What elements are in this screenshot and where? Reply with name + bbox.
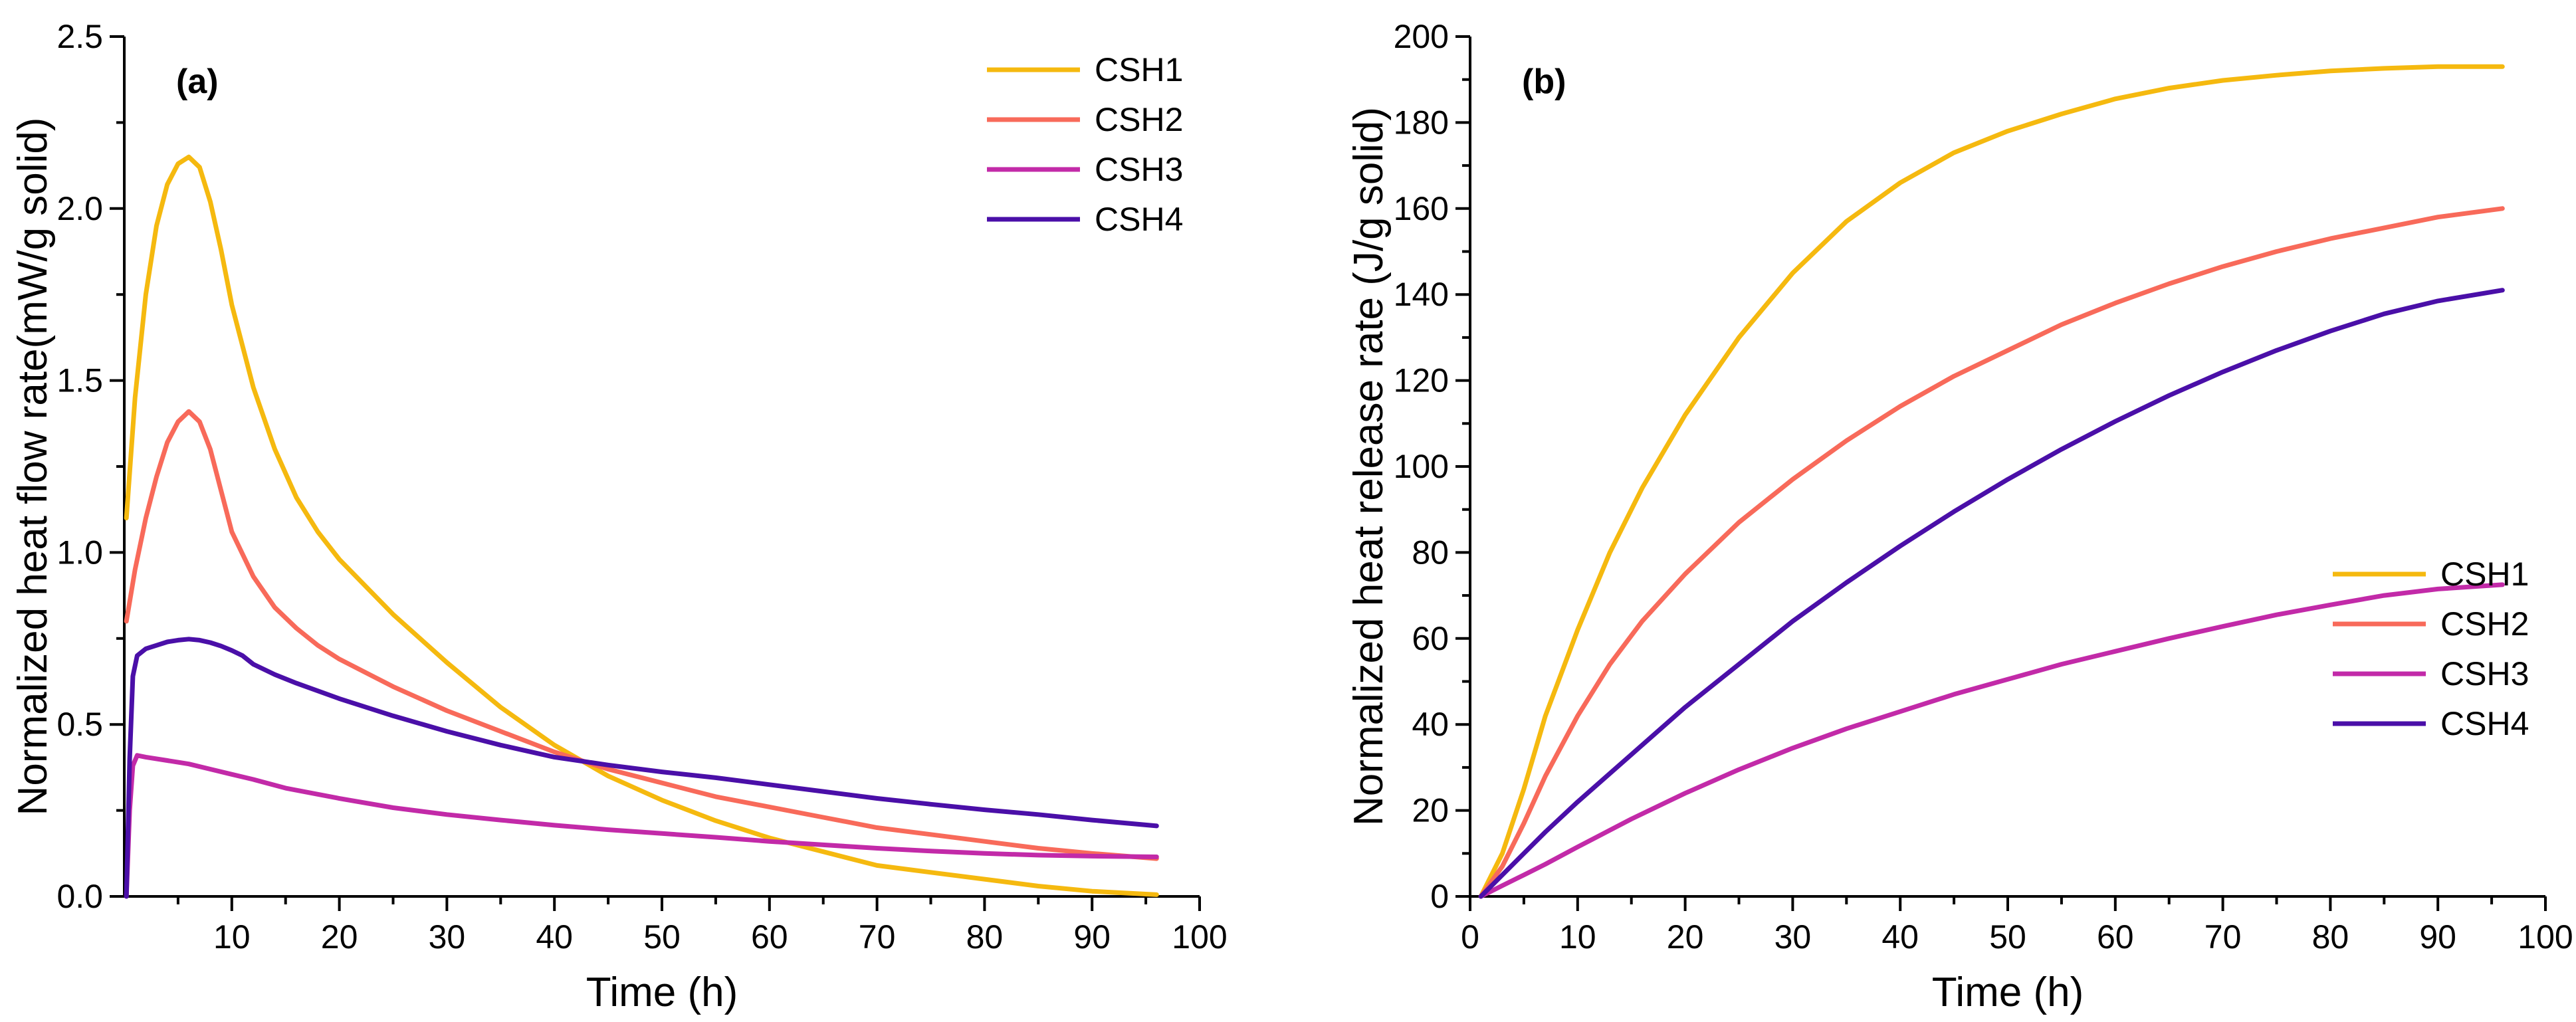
y-tick-label: 140 [1394,276,1449,313]
y-tick-label: 200 [1394,18,1449,55]
y-tick-label: 80 [1412,534,1449,571]
legend-label-csh3: CSH3 [2440,655,2529,692]
x-tick-label: 40 [536,918,573,956]
x-tick-label: 90 [2419,918,2456,956]
x-axis-title: Time (h) [1932,970,2084,1015]
y-axis-title: Normalized heat release rate (J/g solid) [1346,107,1392,826]
panel-label: (a) [176,62,219,101]
y-tick-label: 1.0 [56,534,103,571]
series-line-csh2 [1478,206,2505,899]
x-axis-title: Time (h) [586,970,738,1015]
x-tick-label: 20 [1667,918,1704,956]
legend-label-csh4: CSH4 [2440,705,2529,742]
y-tick-label: 0 [1430,878,1449,915]
x-tick-label: 0 [1461,918,1479,956]
x-tick-label: 70 [859,918,896,956]
y-tick-label: 160 [1394,190,1449,227]
series-line-csh1 [124,154,1159,897]
panel-b-heat-release-chart: 0 10 20 30 40 50 60 70 80 90 100 0 20 40 60 80 100 120 140… [1346,18,2573,1015]
series-line-csh3 [1478,582,2505,899]
series-line-csh4 [124,637,1159,899]
y-tick-label: 1.5 [56,362,103,399]
x-tick-label: 50 [643,918,681,956]
legend-label-csh1: CSH1 [1095,51,1183,88]
x-tick-label: 50 [1989,918,2026,956]
y-tick-label: 120 [1394,362,1449,399]
y-tick-label: 0.5 [56,706,103,743]
x-tick-label: 70 [2204,918,2242,956]
series-line-csh1 [1478,64,2505,899]
legend-label-csh4: CSH4 [1095,201,1183,238]
y-axis-title: Normalized heat flow rate(mW/g solid) [10,118,56,816]
x-tick-label: 30 [1774,918,1812,956]
y-tick-label: 0.0 [56,878,103,915]
x-tick-label: 40 [1881,918,1919,956]
y-tick-label: 100 [1394,448,1449,485]
panel-a-heat-flow-chart: 10 20 30 40 50 60 70 80 90 100 0.0 0.5 1.0 1.5 2.0 2.5 T… [10,18,1228,1015]
x-tick-label: 10 [213,918,251,956]
x-tick-label: 10 [1559,918,1596,956]
x-tick-label: 60 [2097,918,2134,956]
panel-label: (b) [1522,62,1566,101]
x-tick-label: 100 [2518,918,2573,956]
x-tick-label: 80 [966,918,1004,956]
y-tick-label: 2.5 [56,18,103,55]
legend-label-csh3: CSH3 [1095,151,1183,188]
x-tick-label: 80 [2312,918,2349,956]
x-tick-label: 100 [1172,918,1227,956]
x-tick-label: 90 [1073,918,1111,956]
x-tick-label: 20 [321,918,358,956]
series-line-csh3 [124,753,1159,899]
x-tick-label: 60 [751,918,788,956]
y-tick-label: 2.0 [56,190,103,227]
legend-label-csh2: CSH2 [1095,101,1183,138]
y-tick-label: 60 [1412,620,1449,657]
y-tick-label: 180 [1394,104,1449,141]
series-line-csh2 [124,409,1159,861]
series-line-csh4 [1478,288,2505,899]
y-tick-label: 40 [1412,706,1449,743]
legend-label-csh2: CSH2 [2440,605,2529,643]
x-tick-label: 30 [429,918,466,956]
legend-label-csh1: CSH1 [2440,556,2529,593]
y-tick-label: 20 [1412,792,1449,829]
